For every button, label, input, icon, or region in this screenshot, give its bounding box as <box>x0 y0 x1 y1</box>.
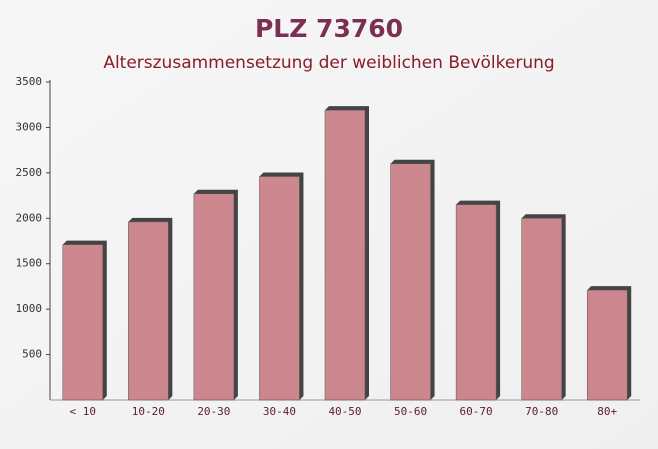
y-tick-label: 3000 <box>16 120 43 133</box>
y-tick-label: 1500 <box>16 257 43 270</box>
bar <box>521 218 562 401</box>
x-tick-label: 20-30 <box>197 405 230 418</box>
bar <box>128 221 169 401</box>
bar <box>390 163 431 401</box>
chart-title: PLZ 73760 <box>255 14 403 43</box>
x-tick-label: 50-60 <box>394 405 427 418</box>
y-tick-label: 500 <box>22 348 42 361</box>
bar <box>62 244 104 401</box>
bar <box>259 176 300 401</box>
x-tick-label: 70-80 <box>525 405 558 418</box>
chart-subtitle: Alterszusammensetzung der weiblichen Bev… <box>103 53 554 73</box>
y-tick-label: 2500 <box>16 166 43 179</box>
x-tick-label: 30-40 <box>263 405 296 418</box>
y-tick-label: 2000 <box>16 211 43 224</box>
x-tick-label: 80+ <box>597 405 617 418</box>
y-tick-label: 3500 <box>16 75 43 88</box>
bar <box>324 109 366 401</box>
bar <box>193 193 235 401</box>
x-tick-label: < 10 <box>70 405 97 418</box>
x-tick-label: 40-50 <box>328 405 361 418</box>
x-tick-label: 10-20 <box>132 405 165 418</box>
y-tick-label: 1000 <box>16 302 43 315</box>
bar <box>455 204 497 401</box>
x-tick-label: 60-70 <box>460 405 493 418</box>
bar <box>586 289 628 401</box>
